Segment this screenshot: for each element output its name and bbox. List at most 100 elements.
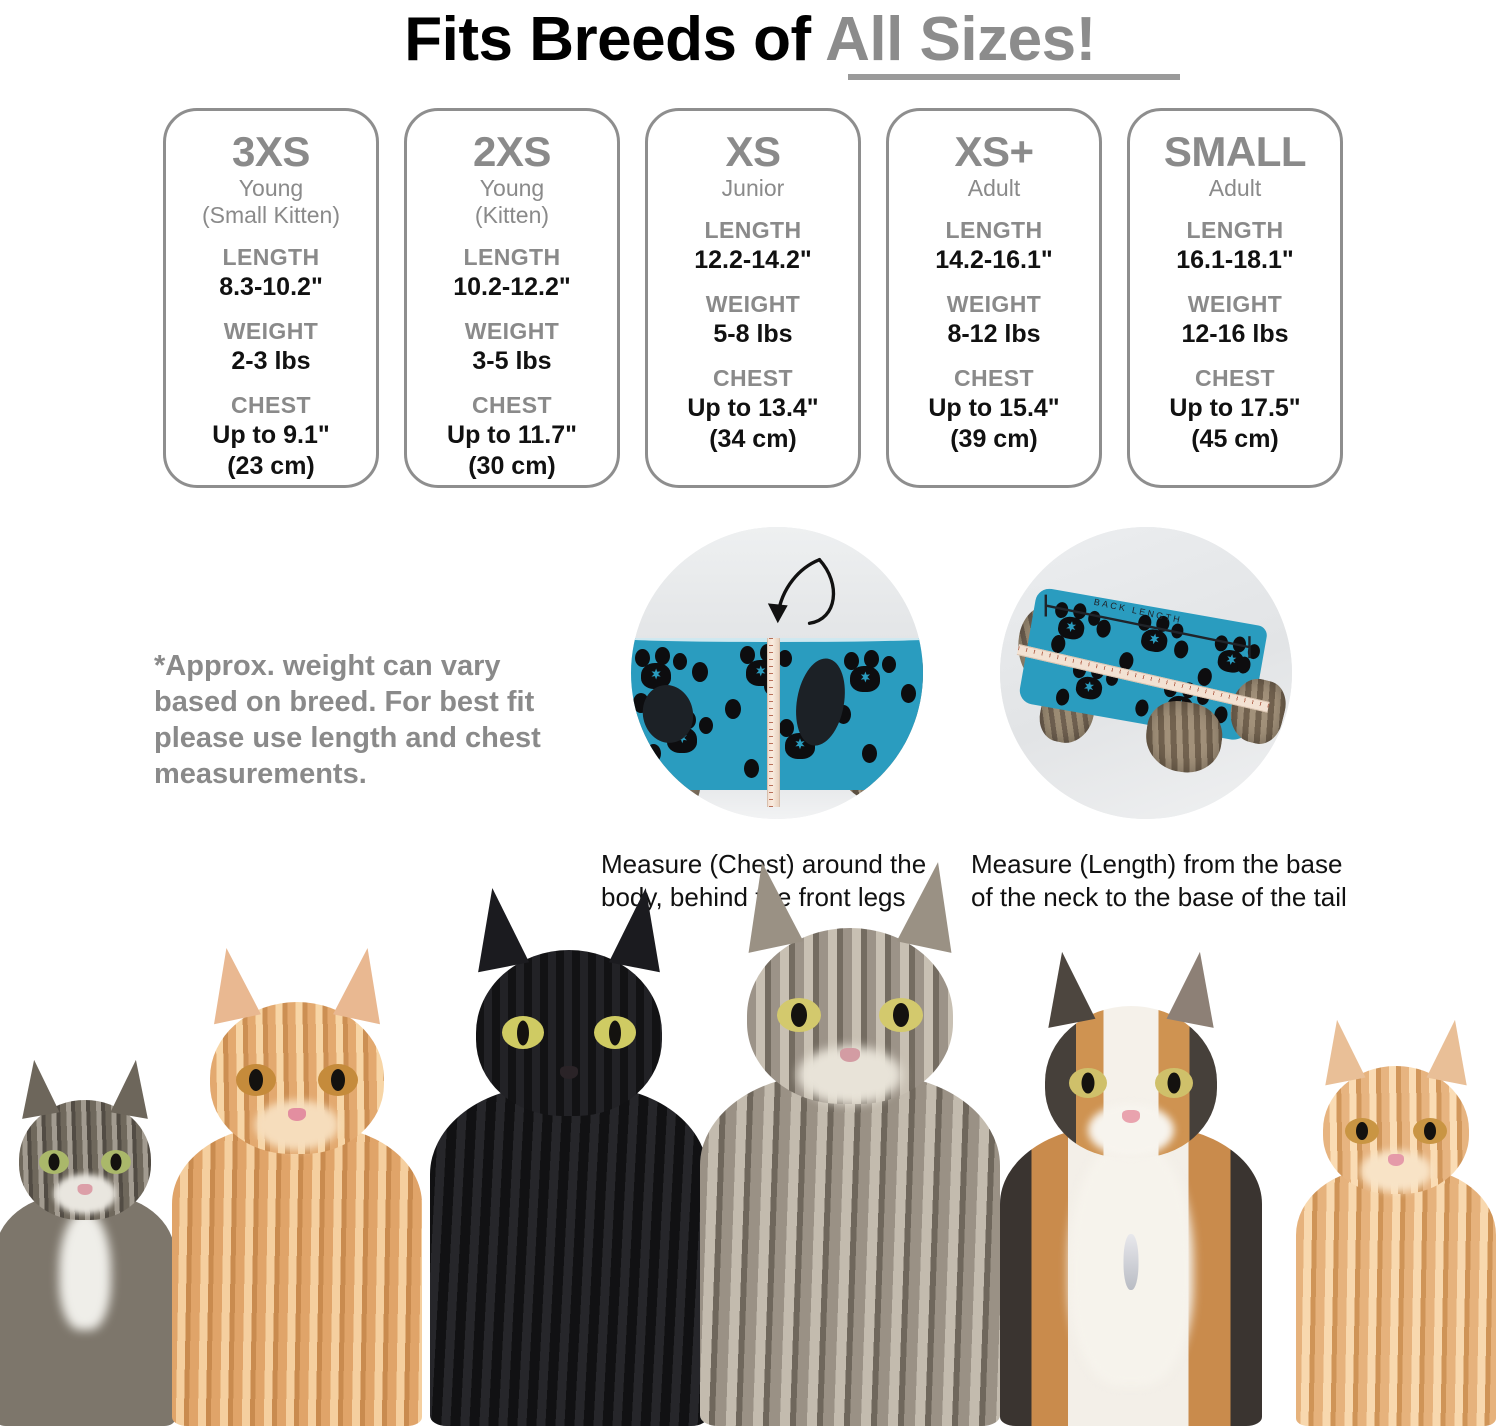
cat-ear-left	[1313, 1016, 1366, 1086]
chest-value-cm: (45 cm)	[1191, 425, 1279, 453]
page-title: Fits Breeds of All Sizes!	[0, 4, 1500, 75]
length-label: LENGTH	[222, 244, 320, 270]
size-age: Young	[238, 175, 304, 201]
cat-head	[199, 943, 395, 1154]
weight-value: 3-5 lbs	[472, 347, 552, 375]
length-label: LENGTH	[463, 244, 561, 270]
weight-label: WEIGHT	[223, 318, 319, 344]
cat-nose	[288, 1108, 306, 1121]
cat-ear-left	[462, 883, 530, 973]
title-underline	[848, 74, 1180, 80]
cat-large-gray-tabby	[700, 857, 1000, 1426]
cat-nose	[1388, 1154, 1404, 1166]
curved-arrow-icon	[767, 557, 835, 625]
weight-value: 12-16 lbs	[1181, 320, 1289, 348]
length-value: 12.2-14.2"	[694, 246, 812, 274]
length-measurement-photo: BACK LENGTH	[1000, 527, 1292, 819]
size-name: 2XS	[473, 128, 551, 175]
length-value: 8.3-10.2"	[219, 273, 323, 301]
cat-body	[172, 1126, 422, 1426]
weight-disclaimer-note: *Approx. weight can vary based on breed.…	[154, 650, 541, 790]
size-name: XS	[725, 128, 781, 175]
chest-label: CHEST	[954, 365, 1034, 391]
cat-chest-patch	[59, 1210, 111, 1330]
size-age: Adult	[1208, 175, 1262, 201]
weight-value: 5-8 lbs	[713, 320, 793, 348]
chest-value-cm: (34 cm)	[709, 425, 797, 453]
cat-ear-right	[1166, 948, 1228, 1028]
weight-label: WEIGHT	[705, 291, 801, 317]
cat-eye-left	[39, 1150, 69, 1174]
chest-value-cm: (30 cm)	[468, 452, 556, 480]
cat-gray-tabby-kitten	[0, 1057, 175, 1426]
chest-label: CHEST	[231, 392, 311, 418]
chest-label: CHEST	[1195, 365, 1275, 391]
cat-eye-right	[594, 1016, 636, 1049]
cat-ear-right	[1426, 1016, 1479, 1086]
chest-value-cm: (23 cm)	[227, 452, 315, 480]
size-card-xs-plus[interactable]: XS+ Adult LENGTH 14.2-16.1" WEIGHT 8-12 …	[886, 108, 1102, 488]
cat-ear-right	[110, 1057, 158, 1119]
weight-label: WEIGHT	[464, 318, 560, 344]
size-age: Junior	[721, 175, 785, 201]
photo-backdrop	[631, 527, 923, 650]
cat-head	[730, 857, 970, 1104]
cat-calico	[1000, 948, 1262, 1426]
size-card-xs[interactable]: XS Junior LENGTH 12.2-14.2" WEIGHT 5-8 l…	[645, 108, 861, 488]
measuring-tape-vertical	[766, 637, 780, 808]
size-age-detail: (Small Kitten)	[201, 202, 341, 228]
cat-ear-right	[333, 943, 395, 1025]
length-label: LENGTH	[704, 217, 802, 243]
cat-body	[1296, 1168, 1496, 1426]
cat-eye-left	[502, 1016, 544, 1049]
size-cards-row: 3XS Young (Small Kitten) LENGTH 8.3-10.2…	[163, 108, 1343, 490]
size-card-3xs[interactable]: 3XS Young (Small Kitten) LENGTH 8.3-10.2…	[163, 108, 379, 488]
size-age: Adult	[967, 175, 1021, 201]
cat-nose	[560, 1066, 578, 1079]
cat-nose	[840, 1048, 860, 1062]
cat-eye-left	[777, 998, 821, 1032]
weight-label: WEIGHT	[946, 291, 1042, 317]
cat-eye-right	[318, 1064, 358, 1096]
cat-eye-left	[1069, 1068, 1107, 1098]
chest-value: Up to 15.4"	[928, 394, 1060, 422]
weight-value: 2-3 lbs	[231, 347, 311, 375]
size-age-detail: (Kitten)	[474, 202, 550, 228]
cat-body	[700, 1074, 1000, 1426]
cat-ear-left	[1034, 948, 1096, 1028]
length-label: LENGTH	[1186, 217, 1284, 243]
cat-eye-right	[879, 998, 923, 1032]
cat-eye-left	[1345, 1118, 1379, 1144]
size-name: XS+	[954, 128, 1034, 175]
cat-nose	[1122, 1110, 1140, 1123]
size-card-2xs[interactable]: 2XS Young (Kitten) LENGTH 10.2-12.2" WEI…	[404, 108, 620, 488]
cat-head	[1313, 1016, 1479, 1194]
chest-label: CHEST	[472, 392, 552, 418]
cat-breeds-photo-strip	[0, 857, 1500, 1426]
back-length-dimension-line	[1044, 594, 1251, 659]
cat-collar-pendant	[1123, 1234, 1139, 1290]
length-label: LENGTH	[945, 217, 1043, 243]
size-card-small[interactable]: SMALL Adult LENGTH 16.1-18.1" WEIGHT 12-…	[1127, 108, 1343, 488]
cat-eye-left	[236, 1064, 276, 1096]
chest-measurement-photo	[631, 527, 923, 819]
cat-ear-left	[199, 943, 261, 1025]
cat-black	[430, 883, 708, 1426]
cat-head	[462, 883, 676, 1116]
chest-value: Up to 13.4"	[687, 394, 819, 422]
cat-head	[1034, 948, 1228, 1158]
cat-eye-right	[1413, 1118, 1447, 1144]
cat-nose	[77, 1184, 93, 1195]
cat-head	[12, 1057, 158, 1220]
page-title-primary: Fits Breeds of	[404, 5, 826, 74]
chest-measurement-caption: Measure (Chest) around the body, behind …	[601, 849, 927, 912]
chest-value: Up to 9.1"	[212, 421, 330, 449]
cat-body	[430, 1086, 708, 1426]
length-value: 10.2-12.2"	[453, 273, 571, 301]
length-value: 16.1-18.1"	[1176, 246, 1294, 274]
cat-ear-left	[12, 1057, 60, 1119]
chest-value-cm: (39 cm)	[950, 425, 1038, 453]
size-name: SMALL	[1163, 128, 1307, 175]
size-age: Young	[479, 175, 545, 201]
